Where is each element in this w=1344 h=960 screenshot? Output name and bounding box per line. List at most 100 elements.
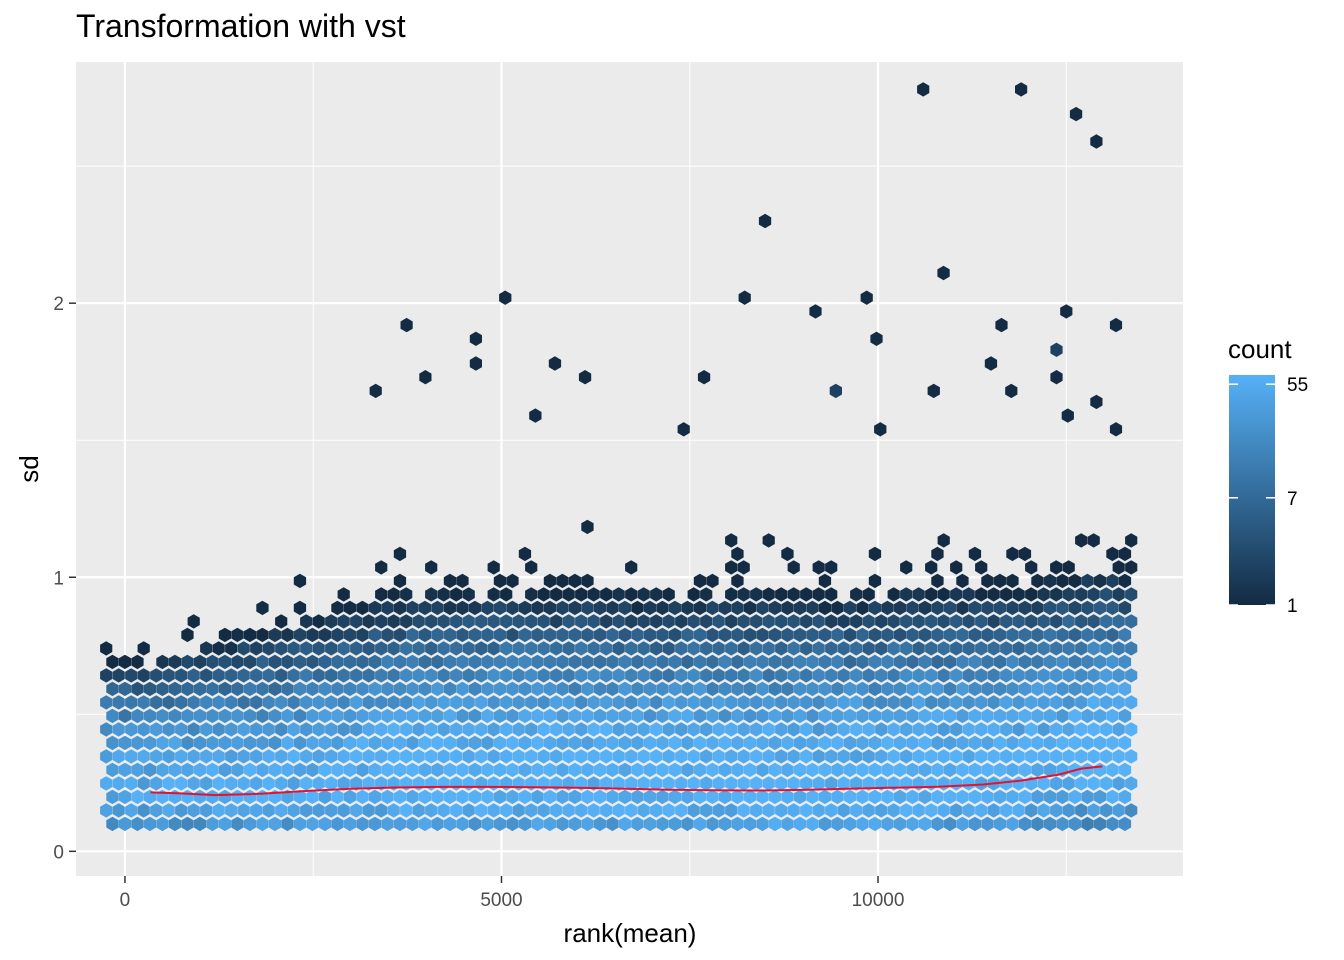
hexbin-cell bbox=[731, 816, 744, 832]
hexbin-cell bbox=[725, 749, 738, 764]
hexbin-cell bbox=[387, 695, 400, 710]
hexbin-cell bbox=[1068, 573, 1082, 589]
hexbin-cell bbox=[487, 560, 500, 575]
hexbin-cell bbox=[450, 668, 463, 683]
hexbin-cell bbox=[181, 708, 194, 724]
hexbin-cell bbox=[925, 803, 938, 818]
hexbin-cell bbox=[431, 762, 444, 778]
hexbin-cell bbox=[912, 749, 925, 764]
hexbin-cell bbox=[1050, 749, 1063, 764]
hexbin-cell bbox=[450, 803, 463, 818]
hexbin-cell bbox=[406, 762, 419, 778]
hexbin-cell bbox=[481, 789, 494, 805]
hexbin-cell bbox=[1118, 627, 1132, 643]
hexbin-cell bbox=[375, 803, 388, 818]
hexbin-cell bbox=[1100, 749, 1113, 764]
hexbin-cell bbox=[350, 614, 363, 629]
hexbin-cell bbox=[1087, 668, 1100, 683]
hexbin-cell bbox=[231, 627, 244, 643]
hexbin-cell bbox=[893, 708, 907, 724]
hexbin-cell bbox=[275, 668, 288, 683]
hexbin-cell bbox=[150, 749, 163, 764]
hexbin-outlier bbox=[1109, 422, 1123, 437]
hexbin-cell bbox=[550, 614, 563, 629]
hexbin-cell bbox=[268, 627, 282, 643]
hexbin-cell bbox=[775, 668, 788, 683]
hexbin-cell bbox=[825, 668, 838, 683]
hexbin-cell bbox=[537, 641, 550, 656]
hexbin-cell bbox=[1112, 668, 1125, 683]
hexbin-cell bbox=[975, 749, 988, 764]
hexbin-cell bbox=[1087, 776, 1100, 791]
hexbin-cell bbox=[837, 803, 850, 818]
hexbin-cell bbox=[562, 722, 575, 737]
hexbin-cell bbox=[306, 735, 319, 751]
hexbin-cell bbox=[425, 668, 438, 683]
hexbin-cell bbox=[518, 735, 532, 751]
hexbin-cell bbox=[762, 722, 775, 737]
hexbin-cell bbox=[193, 654, 207, 670]
hexbin-cell bbox=[650, 722, 663, 737]
hexbin-cell bbox=[1000, 803, 1013, 818]
hexbin-cell bbox=[518, 681, 532, 697]
hexbin-cell bbox=[581, 789, 594, 805]
hexbin-cell bbox=[831, 681, 844, 697]
hexbin-cell bbox=[1025, 614, 1038, 629]
hexbin-cell bbox=[137, 695, 150, 710]
hexbin-cell bbox=[143, 735, 157, 751]
hexbin-cell bbox=[575, 695, 588, 710]
hexbin-cell bbox=[268, 816, 282, 832]
hexbin-cell bbox=[525, 614, 538, 629]
hexbin-cell bbox=[906, 681, 919, 697]
hexbin-cell bbox=[575, 749, 588, 764]
hexbin-cell bbox=[106, 816, 119, 832]
hexbin-cell bbox=[925, 695, 938, 710]
hexbin-cell bbox=[543, 816, 557, 832]
hexbin-cell bbox=[912, 803, 925, 818]
hexbin-cell bbox=[1043, 600, 1057, 616]
y-axis: 0 1 2 bbox=[53, 294, 76, 863]
hexbin-cell bbox=[643, 627, 657, 643]
hexbin-cell bbox=[237, 776, 250, 791]
hexbin-cell bbox=[856, 681, 869, 697]
hexbin-cell bbox=[981, 627, 994, 643]
hexbin-cell bbox=[168, 654, 182, 670]
hexbin-cell bbox=[162, 776, 175, 791]
hexbin-cell bbox=[987, 695, 1000, 710]
hexbin-cell bbox=[331, 816, 344, 832]
hexbin-cell bbox=[1012, 749, 1025, 764]
hexbin-cell bbox=[418, 681, 432, 697]
hexbin-cell bbox=[456, 762, 469, 778]
hexbin-cell bbox=[931, 789, 944, 805]
hexbin-cell bbox=[1100, 776, 1113, 791]
hexbin-cell bbox=[537, 722, 550, 737]
hexbin-cell bbox=[131, 708, 144, 724]
hexbin-cell bbox=[493, 816, 507, 832]
hexbin-cell bbox=[100, 749, 113, 764]
hexbin-cell bbox=[918, 762, 932, 778]
hexbin-outlier bbox=[419, 370, 432, 385]
hexbin-cell bbox=[212, 695, 225, 710]
hexbin-cell bbox=[1006, 681, 1019, 697]
hexbin-cell bbox=[562, 749, 575, 764]
hexbin-cell bbox=[381, 708, 394, 724]
hexbin-cell bbox=[987, 803, 1000, 818]
hexbin-cell bbox=[931, 546, 944, 562]
hexbin-cell bbox=[768, 600, 782, 616]
hexbin-cell bbox=[850, 749, 863, 764]
hexbin-cell bbox=[850, 695, 863, 710]
hexbin-outlier bbox=[917, 82, 930, 97]
hexbin-cell bbox=[331, 708, 344, 724]
hexbin-cell bbox=[300, 803, 313, 818]
hexbin-cell bbox=[781, 681, 794, 697]
hexbin-cell bbox=[775, 803, 788, 818]
hexbin-cell bbox=[781, 627, 794, 643]
hexbin-cell bbox=[443, 708, 457, 724]
hexbin-cell bbox=[600, 668, 613, 683]
hexbin-cell bbox=[293, 789, 307, 805]
hexbin-cell bbox=[787, 722, 800, 737]
hexbin-cell bbox=[900, 803, 913, 818]
hexbin-cell bbox=[112, 776, 125, 791]
hexbin-cell bbox=[1037, 803, 1050, 818]
hexbin-cell bbox=[700, 614, 713, 629]
